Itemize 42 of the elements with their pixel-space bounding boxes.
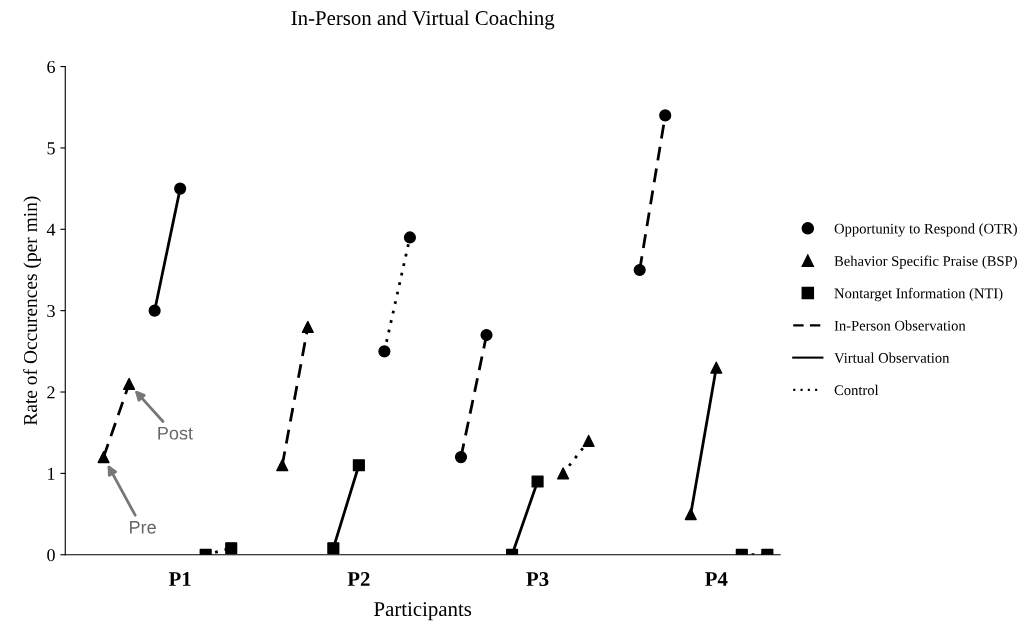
- point: [710, 361, 723, 374]
- legend-label: Behavior Specific Praise (BSP): [834, 255, 1017, 269]
- point: [174, 182, 187, 195]
- x-tick-label: P4: [705, 572, 728, 586]
- legend-label: Nontarget Information (NTI): [834, 287, 1003, 302]
- y-tick-label: 2: [47, 386, 55, 399]
- point: [684, 507, 697, 521]
- x-tick-label: P2: [347, 572, 370, 586]
- legend-label: Control: [834, 384, 879, 396]
- point: [97, 451, 110, 464]
- point: [582, 434, 595, 447]
- point: [454, 451, 468, 464]
- legend-label: Opportunity to Respond (OTR): [834, 223, 1017, 237]
- y-axis-title: Rate of Occurences (per min): [23, 196, 41, 426]
- point: [225, 542, 238, 555]
- point: [352, 459, 365, 472]
- point: [531, 475, 544, 488]
- y-tick-label: 1: [48, 467, 55, 480]
- y-tick-label: 4: [46, 223, 56, 236]
- point: [659, 109, 672, 122]
- point: [123, 377, 136, 390]
- annotation: Pre: [130, 521, 156, 534]
- point: [557, 467, 570, 480]
- annotation: Post: [158, 427, 193, 440]
- x-tick-label: P3: [526, 572, 549, 587]
- y-tick-label: 3: [47, 304, 55, 318]
- point: [633, 263, 646, 277]
- point: [378, 345, 391, 358]
- y-tick-label: 0: [47, 549, 55, 562]
- point: [480, 328, 493, 342]
- point: [276, 459, 289, 472]
- point: [148, 304, 161, 317]
- x-tick-label: P1: [168, 572, 191, 586]
- chart-title: In-Person and Virtual Coaching: [291, 10, 555, 30]
- y-tick-label: 5: [47, 142, 55, 155]
- point: [327, 542, 340, 555]
- point: [403, 231, 416, 244]
- x-axis-title: Participants: [374, 602, 472, 621]
- point: [301, 320, 314, 334]
- y-tick-label: 6: [47, 60, 56, 74]
- legend-label: Virtual Observation: [834, 352, 950, 363]
- legend-label: In-Person Observation: [834, 320, 966, 331]
